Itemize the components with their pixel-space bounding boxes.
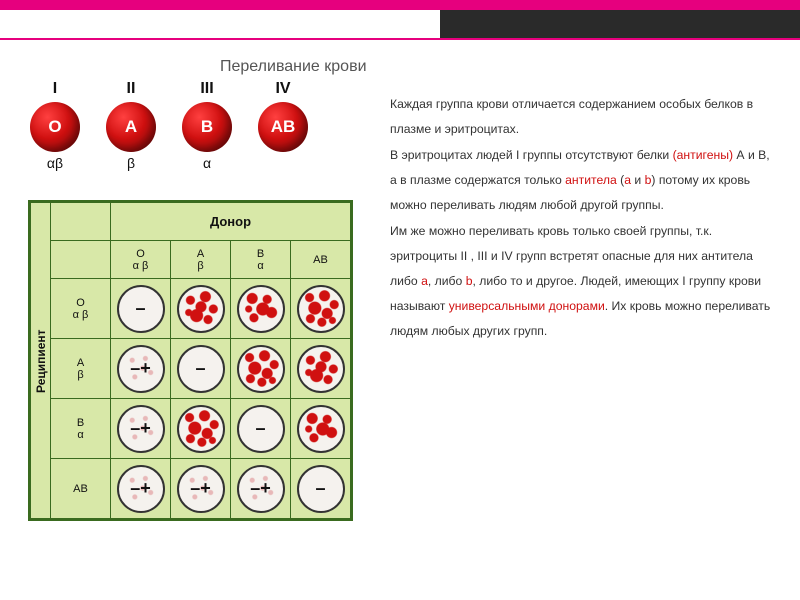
blood-type-row: I O αβ II A β III B α IV AB	[30, 80, 308, 171]
accent-underline	[0, 38, 800, 40]
col-head-A: Aβ	[171, 241, 231, 279]
dark-strip	[440, 10, 800, 38]
recipient-axis-label: Реципиент	[31, 203, 51, 519]
blood-type-I: I O αβ	[30, 80, 80, 171]
roman-label: II	[106, 80, 156, 98]
cell-B-B: –	[231, 399, 291, 459]
cell-A-O: –+	[111, 339, 171, 399]
body-text: Каждая группа крови отличается содержани…	[390, 92, 778, 345]
erythrocyte-icon: AB	[258, 102, 308, 152]
blood-type-III: III B α	[182, 80, 232, 171]
compatibility-table: Реципиент Донор Oα β Aβ Bα AB Oα β – Aβ …	[28, 200, 353, 521]
cell-B-AB	[291, 399, 351, 459]
erythrocyte-icon: A	[106, 102, 156, 152]
top-accent-bar	[0, 0, 800, 10]
antibody-label: β	[106, 155, 156, 171]
erythrocyte-icon: B	[182, 102, 232, 152]
cell-A-A: –	[171, 339, 231, 399]
cell-A-AB	[291, 339, 351, 399]
paragraph-1: Каждая группа крови отличается содержани…	[390, 92, 778, 142]
cell-AB-O: –+	[111, 459, 171, 519]
cell-B-A	[171, 399, 231, 459]
cell-O-O: –	[111, 279, 171, 339]
antibody-label: αβ	[30, 155, 80, 171]
roman-label: III	[182, 80, 232, 98]
row-head-O: Oα β	[51, 279, 111, 339]
cell-B-O: –+	[111, 399, 171, 459]
row-head-A: Aβ	[51, 339, 111, 399]
blood-type-IV: IV AB	[258, 80, 308, 171]
erythrocyte-icon: O	[30, 102, 80, 152]
donor-axis-label: Донор	[111, 203, 351, 241]
antibody-label: α	[182, 155, 232, 171]
col-head-AB: AB	[291, 241, 351, 279]
col-head-B: Bα	[231, 241, 291, 279]
cell-AB-B: –+	[231, 459, 291, 519]
cell-A-B	[231, 339, 291, 399]
cell-O-B	[231, 279, 291, 339]
paragraph-3: Им же можно переливать кровь только свое…	[390, 219, 778, 344]
col-head-O: Oα β	[111, 241, 171, 279]
roman-label: I	[30, 80, 80, 98]
blood-type-II: II A β	[106, 80, 156, 171]
cell-AB-A: –+	[171, 459, 231, 519]
row-head-AB: AB	[51, 459, 111, 519]
paragraph-2: В эритроцитах людей I группы отсутствуют…	[390, 143, 778, 218]
cell-O-AB	[291, 279, 351, 339]
row-head-B: Bα	[51, 399, 111, 459]
page-title: Переливание крови	[220, 58, 367, 76]
cell-AB-AB: –	[291, 459, 351, 519]
roman-label: IV	[258, 80, 308, 98]
cell-O-A	[171, 279, 231, 339]
